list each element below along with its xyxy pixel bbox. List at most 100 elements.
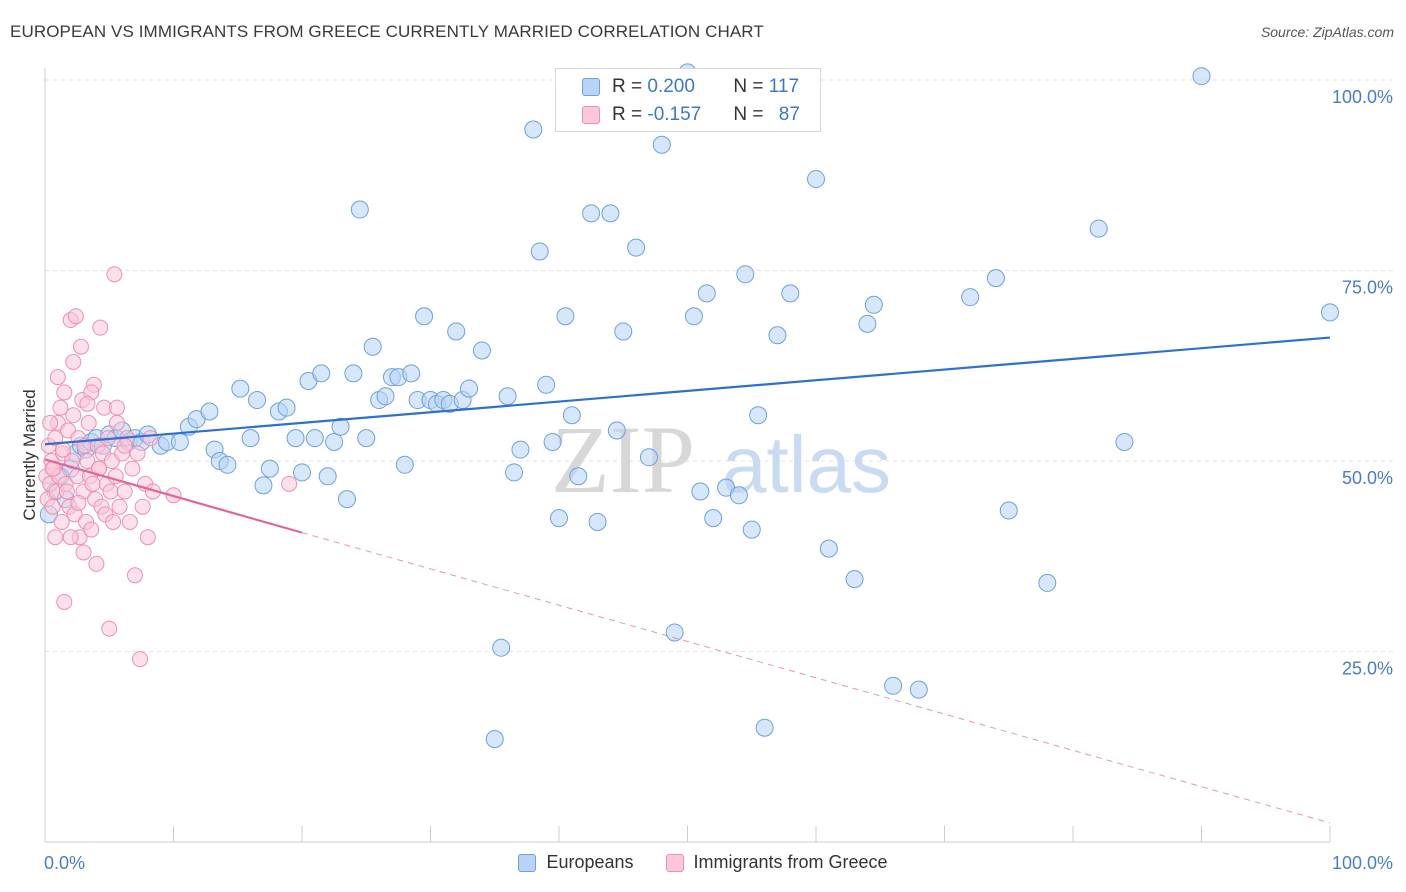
europeans-point — [550, 509, 568, 528]
europeans-point — [697, 284, 716, 303]
europeans-point — [1192, 67, 1211, 86]
axes — [44, 68, 1331, 843]
europeans-point — [337, 490, 356, 509]
legend-row-greece: R = -0.157 N = 87 — [556, 100, 800, 130]
europeans-point — [909, 680, 928, 699]
europeans-point — [684, 307, 703, 326]
trend-lines — [44, 336, 1331, 824]
greece-trend-extension — [301, 532, 1331, 824]
europeans-point — [376, 387, 395, 406]
greece-point — [75, 544, 92, 561]
europeans-point — [562, 406, 581, 425]
greece-point — [134, 498, 151, 515]
greece-point — [90, 460, 107, 477]
europeans-legend-label: Europeans — [546, 852, 634, 872]
series-legend: Europeans Immigrants from Greece — [0, 852, 1406, 873]
europeans-point — [1115, 432, 1134, 451]
legend-row-europeans: R = 0.200 N = 117 — [556, 72, 799, 102]
europeans-point — [768, 326, 787, 345]
europeans-point — [807, 170, 825, 189]
europeans-point — [556, 307, 575, 326]
greece-trend-line — [44, 458, 303, 534]
greece-point — [44, 498, 61, 515]
greece-point — [67, 308, 84, 325]
europeans-point — [485, 730, 504, 749]
europeans-trend-line — [44, 336, 1331, 446]
legend-item-europeans[interactable]: Europeans — [518, 852, 634, 873]
europeans-point — [231, 379, 250, 398]
europeans-point — [331, 417, 350, 436]
greece-point — [80, 414, 97, 431]
watermark-atlas: atlas — [722, 420, 891, 509]
greece-point — [102, 483, 119, 500]
x-tick-label: 0.0% — [44, 853, 85, 873]
europeans-point — [395, 455, 414, 474]
europeans-point — [781, 284, 800, 303]
europeans-point — [363, 337, 382, 356]
europeans-point — [569, 467, 588, 486]
europeans-point — [241, 429, 260, 448]
europeans-point — [357, 429, 376, 448]
greece-point — [83, 521, 100, 538]
greece-point — [139, 529, 156, 546]
greece-point — [49, 369, 66, 386]
greece-point — [281, 475, 298, 492]
greece-point — [52, 399, 69, 416]
europeans-point — [639, 448, 658, 467]
n-label: N = — [733, 104, 769, 125]
n-value: 117 — [768, 76, 800, 97]
europeans-point — [588, 512, 607, 531]
europeans-point — [742, 520, 761, 539]
greece-point — [88, 555, 105, 572]
greece-points — [38, 266, 298, 668]
y-axis-label: Currently Married — [20, 389, 39, 520]
greece-point — [132, 651, 149, 668]
greece-point — [121, 513, 138, 530]
greece-point — [142, 430, 159, 447]
greece-point — [105, 513, 122, 530]
greece-point — [56, 593, 73, 610]
europeans-point — [318, 467, 337, 486]
europeans-point — [543, 432, 562, 451]
europeans-point — [819, 539, 838, 558]
europeans-point — [293, 463, 311, 482]
greece-point — [47, 529, 64, 546]
europeans-point — [749, 406, 768, 425]
europeans-point — [582, 204, 601, 223]
europeans-point — [524, 120, 543, 139]
europeans-points — [39, 63, 1339, 749]
n-label: N = — [733, 76, 769, 97]
greece-point — [108, 414, 125, 431]
europeans-point — [472, 341, 491, 360]
greece-point — [79, 453, 96, 469]
europeans-point — [447, 322, 466, 341]
europeans-point — [704, 509, 723, 528]
europeans-point — [665, 623, 684, 642]
europeans-point — [1038, 573, 1057, 592]
europeans-point — [736, 265, 755, 284]
r-value: 0.200 — [647, 76, 695, 97]
greece-point — [111, 498, 128, 515]
europeans-point — [344, 364, 363, 383]
europeans-legend-swatch — [518, 853, 537, 872]
europeans-point — [614, 322, 633, 341]
greece-point — [129, 445, 146, 462]
greece-point — [53, 513, 70, 530]
greece-point — [65, 407, 82, 424]
x-tick-label: 100.0% — [1332, 853, 1393, 873]
europeans-point — [755, 718, 774, 737]
greece-point — [79, 395, 96, 412]
europeans-point — [170, 432, 189, 451]
europeans-point — [254, 476, 273, 495]
europeans-point — [248, 391, 267, 410]
legend-item-greece[interactable]: Immigrants from Greece — [665, 852, 888, 873]
europeans-point — [607, 421, 626, 440]
greece-point — [72, 338, 89, 355]
grid-lines — [45, 79, 1395, 652]
r-label: R = — [612, 76, 648, 97]
europeans-point — [402, 364, 421, 383]
watermark-zip: ZIP — [551, 406, 695, 513]
correlation-legend: R = 0.200 N = 117 R = -0.157 N = 87 — [555, 68, 821, 132]
greece-point — [47, 430, 64, 447]
source-label: Source: ZipAtlas.com — [1260, 24, 1394, 40]
